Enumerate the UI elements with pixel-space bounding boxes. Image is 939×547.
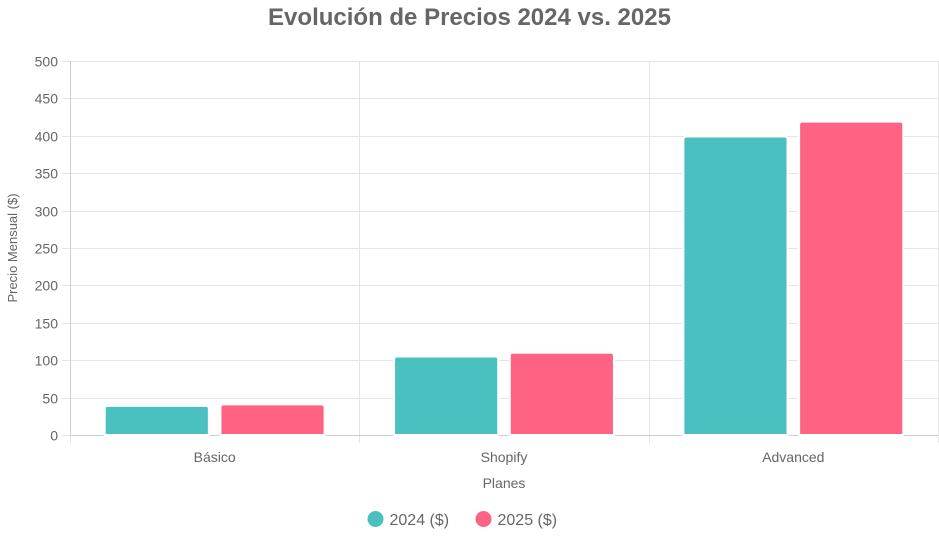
y-tick-label: 450: [35, 91, 59, 107]
y-tick-label: 350: [35, 166, 59, 182]
bar-advanced-series-0[interactable]: [682, 135, 789, 436]
x-tick-label: Advanced: [762, 449, 824, 465]
x-axis-title: Planes: [483, 475, 526, 491]
x-tick-label: Básico: [194, 449, 236, 465]
bar-shopify-series-0[interactable]: [393, 355, 500, 436]
y-tick-label: 100: [35, 353, 59, 369]
axis-labels: Precio Mensual ($) Planes: [5, 193, 525, 491]
chart-title: Evolución de Precios 2024 vs. 2025: [268, 4, 671, 31]
bars: [103, 120, 905, 436]
bar-básico-series-0[interactable]: [103, 404, 210, 436]
x-tick-label: Shopify: [481, 449, 528, 465]
bar-advanced-series-1[interactable]: [798, 120, 905, 436]
y-tick-label: 300: [35, 204, 59, 220]
y-tick-label: 150: [35, 316, 59, 332]
legend-item-0[interactable]: 2024 ($): [367, 511, 450, 529]
legend-item-1[interactable]: 2025 ($): [475, 511, 558, 529]
bar-básico-series-1[interactable]: [219, 403, 326, 436]
y-tick-label: 400: [35, 129, 59, 145]
legend-label: 2025 ($): [498, 512, 558, 529]
y-tick-label: 500: [35, 54, 59, 70]
legend-swatch-icon: [475, 511, 492, 527]
legend-swatch-icon: [367, 511, 384, 527]
y-tick-label: 250: [35, 241, 59, 257]
y-tick-label: 200: [35, 278, 59, 294]
y-tick-label: 0: [50, 428, 58, 444]
bar-shopify-series-1[interactable]: [508, 351, 615, 436]
y-axis-title: Precio Mensual ($): [5, 193, 20, 302]
axes: 0 50 100 150 200 250 300 350 400 450 500 Básico Shop…: [35, 54, 938, 465]
legend-label: 2024 ($): [390, 512, 450, 529]
legend[interactable]: 2024 ($) 2025 ($): [367, 511, 558, 529]
y-tick-label: 50: [42, 391, 58, 407]
